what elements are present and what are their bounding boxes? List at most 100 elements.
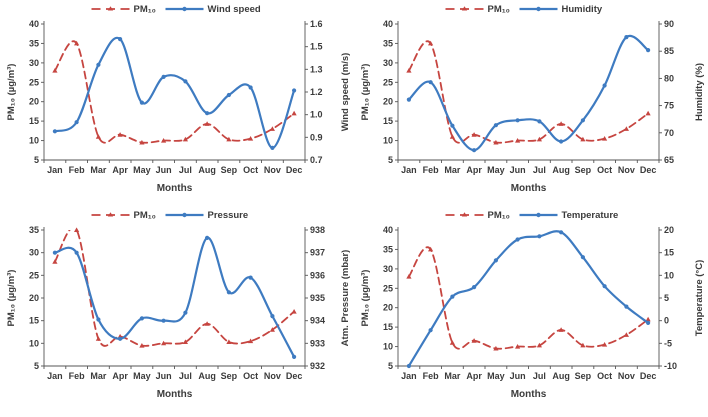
left-axis-tick-label: 15	[383, 116, 393, 126]
legend-pm10-label: PM₁₀	[488, 4, 510, 15]
right-axis-tick-label: 1.6	[310, 19, 323, 29]
right-axis-tick-label: 938	[310, 225, 325, 235]
right-axis-tick-label: 1.3	[310, 64, 323, 74]
x-axis-category-label: Apr	[466, 165, 482, 175]
x-axis-category-label: Jul	[179, 371, 192, 381]
legend-temperature-label: Temperature	[562, 210, 619, 221]
legend-pm10-marker	[461, 6, 468, 11]
right-axis-tick-label: 0.9	[310, 132, 323, 142]
right-axis-tick-label: 935	[310, 293, 325, 303]
series-wind-speed-line	[53, 36, 296, 149]
left-axis-title: PM₁₀ (µg/m³)	[360, 64, 371, 121]
left-axis-tick-label: 10	[383, 136, 393, 146]
legend-pm10-marker	[461, 212, 468, 217]
x-axis-category-label: May	[133, 371, 151, 381]
x-axis-category-label: Dec	[286, 165, 303, 175]
x-axis-category-label: Aug	[552, 371, 570, 381]
left-axis-tick-label: 25	[383, 77, 393, 87]
left-axis-tick-label: 10	[29, 136, 39, 146]
legend-pm10-marker	[107, 6, 114, 11]
left-axis-tick-label: 40	[383, 19, 393, 29]
right-axis-ticks: 938 937 936 935 934 933 932	[305, 225, 325, 371]
x-axis-category-label: Apr	[466, 371, 482, 381]
left-axis-tick-label: 25	[29, 270, 39, 280]
left-axis-ticks: 35 30 25 20 15 10 5	[29, 225, 44, 371]
x-axis-title: Months	[157, 389, 193, 400]
left-axis-ticks: 40 35 30 25 20 15 10 5	[29, 19, 44, 165]
left-axis-title: PM₁₀ (µg/m³)	[6, 64, 17, 121]
legend-pm10-label: PM₁₀	[134, 4, 156, 15]
legend-pressure-marker	[182, 212, 187, 218]
right-axis-tick-label: 937	[310, 248, 325, 258]
series-pm10-line	[54, 230, 295, 347]
left-axis-tick-label: 30	[29, 58, 39, 68]
series-pm10-markers	[52, 40, 297, 145]
legend: PM₁₀ Pressure	[91, 210, 248, 221]
x-axis-category-label: Apr	[112, 371, 128, 381]
legend-temperature-marker	[536, 212, 541, 218]
x-axis-category-label: Feb	[69, 165, 86, 175]
left-axis-tick-label: 35	[29, 225, 39, 235]
left-axis-tick-label: 30	[29, 248, 39, 258]
left-axis-title: PM₁₀ (µg/m³)	[6, 270, 17, 327]
x-axis-category-label: May	[133, 165, 151, 175]
x-axis-category-label: Oct	[597, 371, 612, 381]
x-axis-category-label: Dec	[640, 371, 657, 381]
pm10-vs-humidity-figure: 40 35 30 25 20 15 10 5 90 85 80 75 70 65 Jan Feb Mar Apr M…	[360, 4, 705, 194]
right-axis-tick-label: 70	[664, 128, 674, 138]
x-axis-category-label: Dec	[640, 165, 657, 175]
x-axis-category-label: Jan	[401, 371, 417, 381]
right-axis-tick-label: 20	[664, 225, 674, 235]
x-axis-title: Months	[511, 389, 547, 400]
right-axis-tick-label: 934	[310, 316, 325, 326]
x-axis-category-label: Nov	[618, 371, 635, 381]
right-axis-tick-label: 75	[664, 101, 674, 111]
right-axis-title: Atm. Pressure (mbar)	[340, 250, 351, 347]
left-axis-tick-label: 5	[34, 361, 39, 371]
left-axis-tick-label: 40	[29, 19, 39, 29]
series-pm10-line	[54, 40, 295, 144]
x-axis-category-label: Jan	[401, 165, 417, 175]
x-axis-ticks: Jan Feb Mar Apr May Jun Jul Aug Sep Oct Nov Dec	[43, 366, 306, 381]
series-pm10-markers	[52, 227, 297, 348]
left-axis-tick-label: 25	[29, 77, 39, 87]
right-axis-tick-label: -10	[664, 361, 677, 371]
x-axis-category-label: Sep	[221, 371, 238, 381]
x-axis-category-label: Oct	[597, 165, 612, 175]
chart-pm10-temperature: 40 35 30 25 20 15 10 5 20 15 10 5 0 -5 -10 Jan Feb Mar Apr…	[354, 206, 708, 412]
x-axis-category-label: Jan	[47, 371, 63, 381]
x-axis-category-label: Jul	[533, 165, 546, 175]
x-axis-category-label: Aug	[552, 165, 570, 175]
legend-pm10-marker	[107, 212, 114, 217]
x-axis-ticks: Jan Feb Mar Apr May Jun Jul Aug Sep Oct Nov Dec	[397, 160, 660, 175]
left-axis-ticks: 40 35 30 25 20 15 10 5	[383, 19, 398, 165]
x-axis-category-label: Aug	[198, 371, 216, 381]
series-pm10-markers	[406, 40, 651, 145]
legend-humidity-marker	[536, 6, 541, 12]
left-axis-tick-label: 15	[29, 116, 39, 126]
x-axis-category-label: Oct	[243, 371, 258, 381]
left-axis-tick-label: 10	[29, 338, 39, 348]
right-axis-tick-label: 0	[664, 316, 669, 326]
x-axis-title: Months	[157, 183, 193, 194]
legend-wind-speed-marker	[182, 6, 187, 12]
chart-pm10-humidity: 40 35 30 25 20 15 10 5 90 85 80 75 70 65 Jan Feb Mar Apr M…	[354, 0, 708, 206]
x-axis-category-label: Jun	[510, 165, 526, 175]
series-humidity-markers	[406, 35, 651, 153]
right-axis-tick-label: 1.5	[310, 42, 323, 52]
right-axis-title: Humidity (%)	[694, 63, 705, 121]
x-axis-title: Months	[511, 183, 547, 194]
legend: PM₁₀ Humidity	[445, 4, 603, 15]
series-humidity-line	[407, 34, 650, 152]
x-axis-category-label: Mar	[444, 371, 461, 381]
left-axis-tick-label: 25	[383, 283, 393, 293]
left-axis-tick-label: 35	[383, 244, 393, 254]
x-axis-ticks: Jan Feb Mar Apr May Jun Jul Aug Sep Oct Nov Dec	[43, 160, 306, 175]
left-axis-ticks: 40 35 30 25 20 15 10 5	[383, 225, 398, 371]
x-axis-category-label: Jun	[156, 371, 172, 381]
chart-pm10-wind-speed: 40 35 30 25 20 15 10 5 1.6 1.5 1.3 1.2 1.0 0.9 0.7 Jan F…	[0, 0, 354, 206]
right-axis-tick-label: 1.2	[310, 87, 323, 97]
x-axis-category-label: Feb	[423, 165, 440, 175]
right-axis-tick-label: 936	[310, 270, 325, 280]
